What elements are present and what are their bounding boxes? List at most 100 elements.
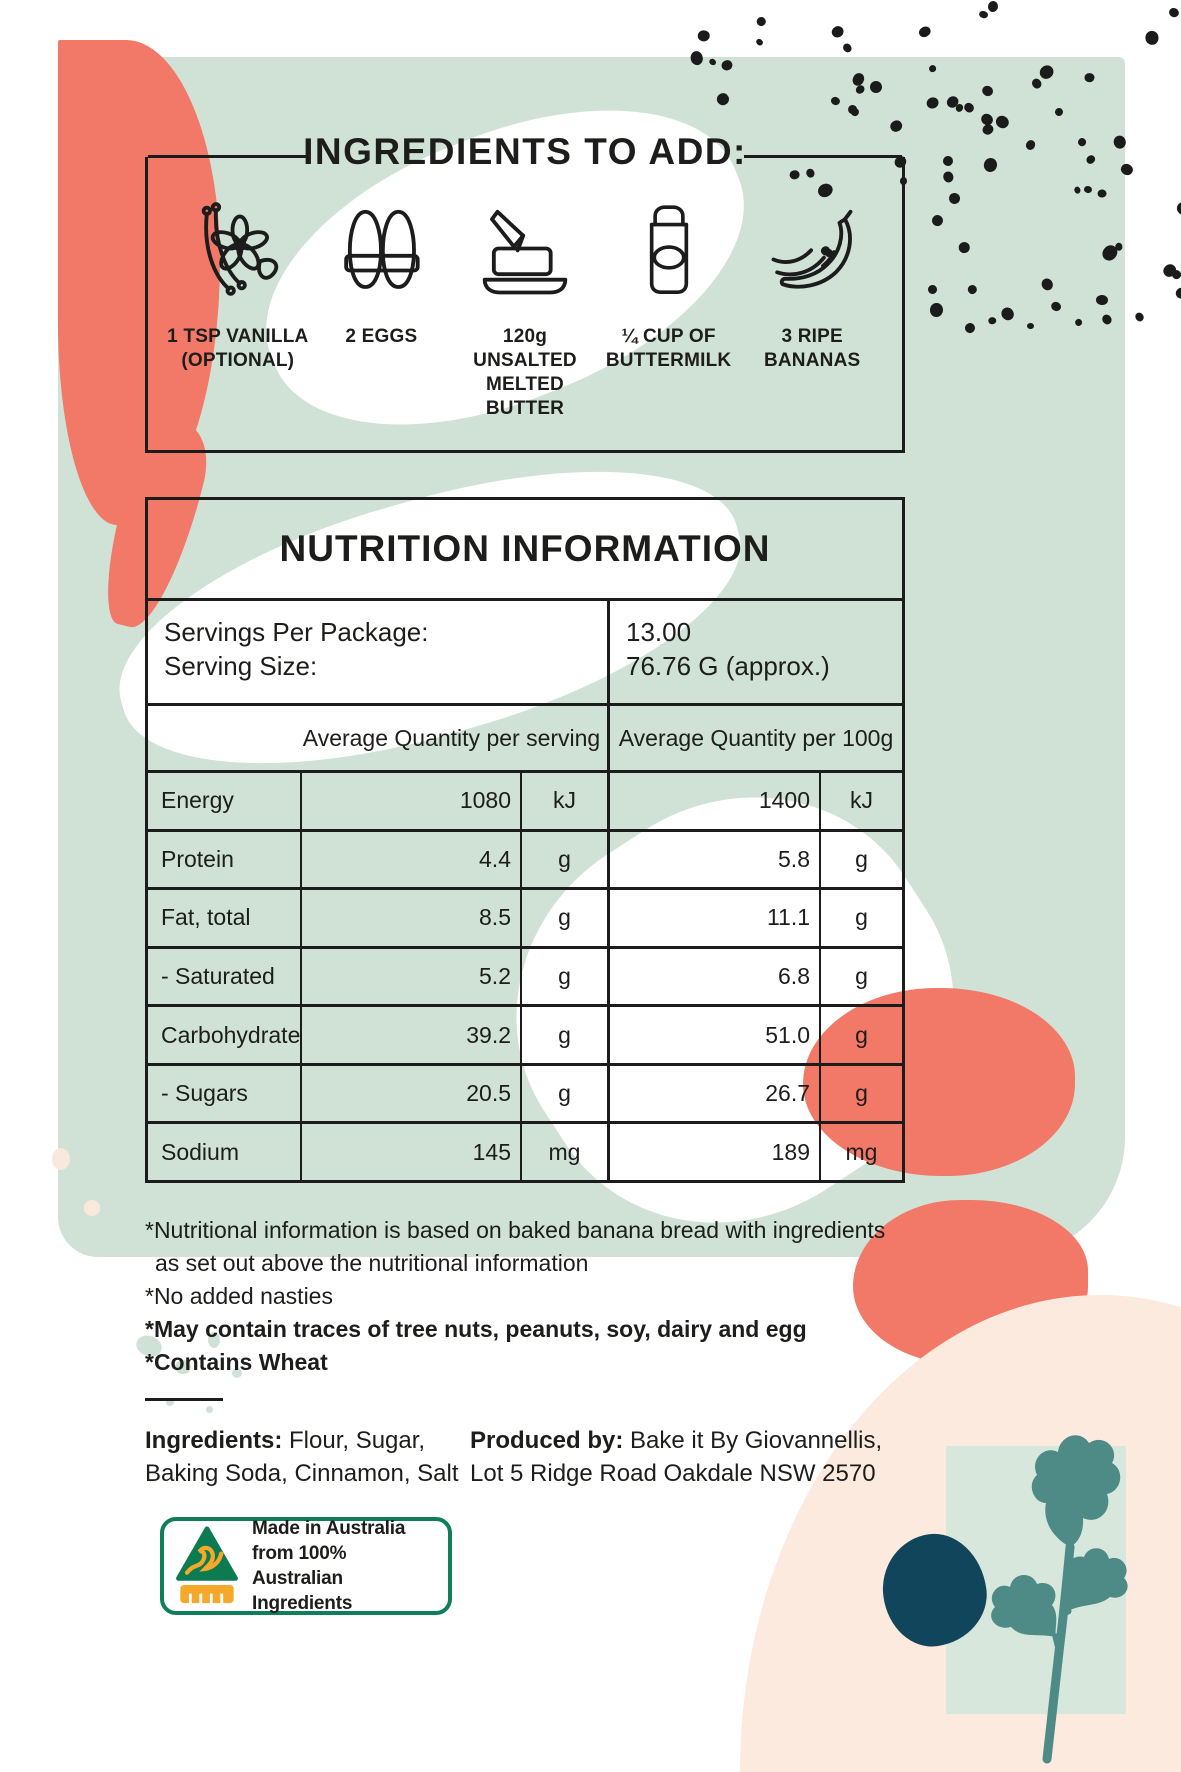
decorative-dot [754,37,764,47]
ingredient-label: 120g UNSALTED MELTED BUTTER [473,326,577,419]
producer-info: Produced by: Bake it By Giovannellis, Lo… [470,1427,883,1487]
buttermilk-carton-icon [617,197,721,309]
ingredient-label: ¼ CUP OF BUTTERMILK [605,326,732,371]
table-row-sodium: Sodium 145 mg 189 mg [148,1121,902,1181]
footnote-line-wheat: *Contains Wheat [145,1349,328,1375]
decorative-dot [979,84,995,99]
decorative-dot [978,10,989,20]
servings-row: Servings Per Package: Serving Size: 13.0… [148,598,902,703]
servings-values: 13.00 76.76 G (approx.) [607,601,902,703]
per-serving-value: 8.5 [300,890,520,946]
decorative-dot [1119,162,1135,177]
table-row-carbohydrate: Carbohydrate 39.2 g 51.0 g [148,1004,902,1063]
per-100g-unit: mg [819,1124,902,1181]
table-row-protein: Protein 4.4 g 5.8 g [148,828,902,888]
decorative-dot [689,50,704,66]
ingredients-box-title: INGREDIENTS TO ADD: [303,131,747,172]
nutrient-label: Fat, total [161,904,251,931]
ingredient-item-eggs: 2 EGGS [310,197,454,421]
nutrient-label: Energy [161,787,234,814]
nutrient-label: Sodium [161,1138,239,1165]
per-serving-value: 4.4 [300,831,520,888]
decorative-dot [1114,242,1123,251]
ingredient-label: 2 EGGS [345,326,418,347]
decorative-dot [958,241,970,253]
decorative-dot [963,320,977,335]
decorative-dot [720,58,735,72]
footnote-line: as set out above the nutritional informa… [155,1250,589,1276]
per-100g-value: 6.8 [607,948,819,1005]
decorative-dot [988,316,997,325]
decorative-dot [917,24,933,39]
mint-speckle [232,1368,242,1378]
decorative-dot [708,57,718,67]
per-100g-value: 5.8 [607,831,819,888]
parsley-leaf-illustration [991,1435,1128,1764]
per-serving-value: 1080 [300,773,520,829]
per-serving-unit: mg [520,1124,607,1181]
decorative-dot [1073,317,1083,327]
footnote-line: *Nutritional information is based on bak… [145,1217,886,1243]
nutrient-label: Protein [161,845,234,872]
per-100g-value: 11.1 [607,890,819,946]
eggs-icon [326,197,436,309]
ingredients-list: Ingredients: Flour, Sugar, Baking Soda, … [145,1427,459,1487]
decorative-dot [1174,286,1181,301]
footnotes: *Nutritional information is based on bak… [145,1214,905,1379]
nutrition-title-row: NUTRITION INFORMATION [148,500,902,598]
ingredient-label: 3 RIPE BANANAS [763,326,861,371]
cream-dot [84,1200,100,1216]
decorative-dot [1073,185,1081,194]
servings-labels: Servings Per Package: Serving Size: [164,617,429,681]
nutrition-information-table: NUTRITION INFORMATION Servings Per Packa… [145,497,905,1183]
ingredients-to-add-box: INGREDIENTS TO ADD: [145,131,905,453]
decorative-dot [1030,76,1044,90]
per-serving-unit: g [520,1065,607,1122]
decorative-dot [966,283,978,296]
cream-dot [52,1148,70,1170]
nutrient-label: Carbohydrate [161,1021,301,1048]
decorative-dot [1112,134,1128,150]
per-100g-unit: g [819,1065,902,1122]
decorative-dot [697,30,710,43]
per-serving-value: 20.5 [300,1065,520,1122]
decorative-dot [1095,294,1108,306]
per-serving-value: 39.2 [300,1007,520,1063]
australian-made-triangle-icon [176,1526,238,1604]
decorative-dot [1049,300,1064,314]
vanilla-flower-icon [183,197,293,309]
per-100g-value: 189 [607,1124,819,1181]
decorative-dot [927,284,938,294]
decorative-dot [1167,6,1180,19]
decorative-dot [993,113,1011,130]
decorative-dot [982,156,999,173]
ingredient-item-bananas: 3 RIPE BANANAS [740,197,884,421]
decorative-dot [1026,323,1035,330]
decorative-dot [850,107,861,118]
per-100g-unit: g [819,948,902,1005]
butter-dish-icon [467,197,583,309]
footnote-line-allergens: *May contain traces of tree nuts, peanut… [145,1316,807,1342]
box-border-segment [148,155,306,158]
nutrient-label: - Saturated [161,963,275,990]
decorative-dot [830,95,842,106]
per-serving-unit: kJ [520,773,607,829]
decorative-dot [1085,153,1097,165]
per-serving-unit: g [520,1007,607,1063]
footnote-line: *No added nasties [145,1283,333,1309]
decorative-dot [1133,310,1146,323]
per-100g-value: 1400 [607,773,819,829]
decorative-dot [1076,136,1088,148]
ingredient-label: 1 TSP VANILLA (OPTIONAL) [167,326,309,371]
ingredients-items: 1 TSP VANILLA (OPTIONAL) 2 EGGS [148,197,902,421]
ingredient-item-butter: 120g UNSALTED MELTED BUTTER [453,197,597,421]
per-100g-value: 51.0 [607,1007,819,1063]
mint-speckle [175,1360,191,1374]
per-serving-unit: g [520,890,607,946]
table-row-energy: Energy 1080 kJ 1400 kJ [148,770,902,829]
per-serving-unit: g [520,831,607,888]
decorative-dot [1144,30,1159,45]
per-100g-header: Average Quantity per 100g [607,706,902,770]
decorative-dot [754,14,767,28]
per-serving-header: Average Quantity per serving [302,724,601,751]
